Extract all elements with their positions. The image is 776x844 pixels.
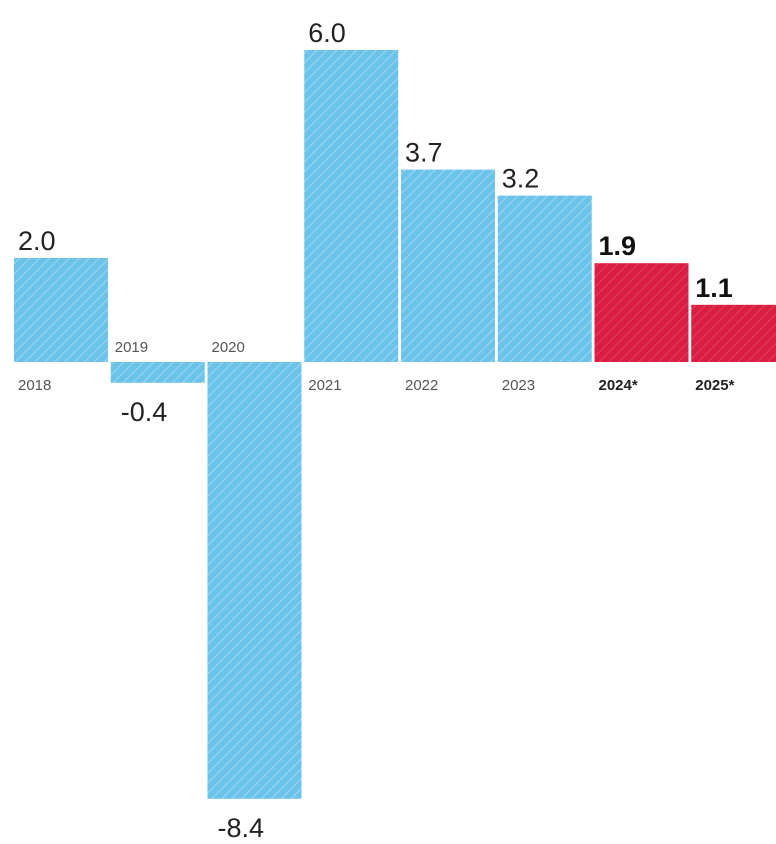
bar-2022 [401,169,495,362]
value-label-2018: 2.0 [18,226,56,256]
category-label-2018: 2018 [18,377,51,394]
value-label-2023: 3.2 [502,164,540,194]
value-label-2020: -8.4 [218,813,265,843]
labels-group: 2.0 2018 -0.4 2019 -8.4 2020 6.0 2021 3.7 2022 3.2… [18,18,735,843]
category-label-2020: 2020 [212,339,245,356]
bar-2018 [14,258,108,362]
value-label-2022: 3.7 [405,138,443,168]
value-label-2021: 6.0 [308,18,346,48]
bar-2025 [691,304,776,362]
category-label-2023: 2023 [502,377,535,394]
category-label-2022: 2022 [405,377,438,394]
category-label-2019: 2019 [115,339,148,356]
bar-2023 [497,195,592,362]
value-label-2025: 1.1 [695,273,733,303]
bar-2024 [594,263,689,362]
category-label-2025: 2025* [695,377,734,394]
value-label-2019: -0.4 [121,397,168,427]
bars-group [14,50,776,799]
category-label-2024: 2024* [599,377,638,394]
value-label-2024: 1.9 [599,231,637,261]
bar-2019 [110,362,205,383]
bar-2020 [207,362,302,799]
category-label-2021: 2021 [308,377,341,394]
bar-2021 [304,50,399,362]
